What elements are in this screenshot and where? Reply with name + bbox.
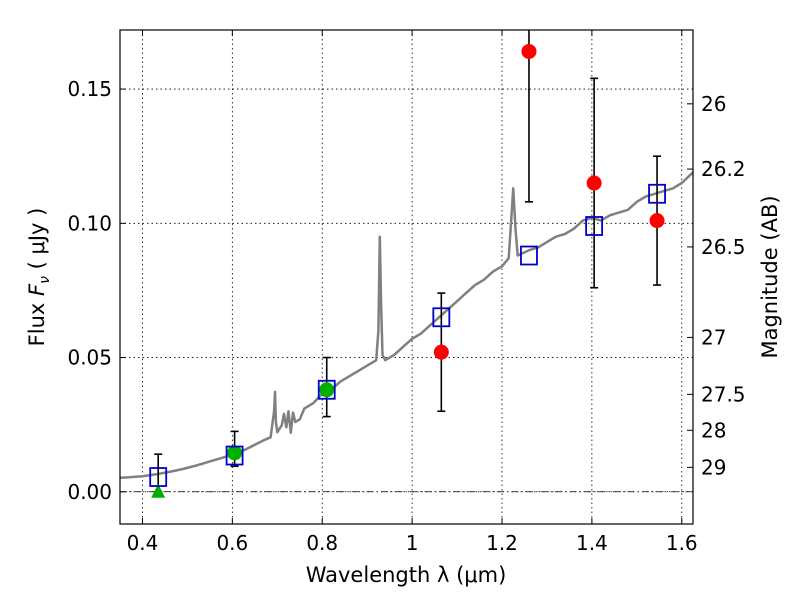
- blue-model-square: [520, 245, 538, 266]
- blue-model-square: [225, 445, 244, 466]
- x-tick-label: 1.2: [486, 531, 518, 555]
- y2-tick-label: 29: [701, 455, 726, 479]
- model-spectrum-line: [119, 171, 694, 480]
- x-tick-label: 0.8: [306, 531, 338, 555]
- blue-model-square: [149, 467, 168, 487]
- plot-frame: [119, 29, 694, 525]
- green-upper-limit-marker: [151, 483, 166, 498]
- marker-layer: [149, 43, 666, 498]
- x-tick-label: 0.4: [127, 531, 159, 555]
- x-tick-label: 1: [406, 531, 419, 555]
- y2-tick-label: 27: [701, 325, 726, 349]
- y-tick-label: 0.00: [67, 480, 112, 504]
- y-tick-label: 0.10: [67, 211, 112, 235]
- blue-model-square: [585, 216, 604, 236]
- y2-tick-label: 26.5: [701, 235, 746, 259]
- y2-tick-label: 28: [701, 418, 726, 442]
- red-data-point: [433, 344, 449, 360]
- plot-background: [120, 30, 693, 524]
- blue-model-square: [317, 379, 336, 400]
- x-tick-label: 1.4: [576, 531, 608, 555]
- x-axis-title: Wavelength λ (μm): [306, 563, 507, 587]
- blue-model-square: [432, 307, 451, 328]
- red-data-point: [649, 213, 665, 229]
- green-data-point: [319, 382, 335, 398]
- blue-model-square: [648, 183, 666, 204]
- red-data-point: [586, 175, 602, 191]
- grid: [120, 30, 693, 524]
- x-tick-label: 0.6: [216, 531, 248, 555]
- y2-tick-label: 27.5: [701, 382, 746, 406]
- y-axis-title: Flux Fν ( μJy ): [25, 208, 53, 347]
- y2-axis-title: Magnitude (AB): [758, 195, 782, 358]
- red-data-point: [521, 43, 537, 59]
- y2-tick-label: 26: [701, 92, 726, 116]
- y2-tick-label: 26.2: [701, 157, 746, 181]
- ticks-layer: 0.4 0.6 0.8 1 1.2 1.4 1.6 0.00 0.05 0.10 0.15 26 26.…: [67, 30, 746, 555]
- spectrum-layer: [119, 171, 694, 480]
- y-tick-label: 0.05: [67, 346, 112, 370]
- y-tick-label: 0.15: [67, 77, 112, 101]
- green-data-point: [227, 445, 243, 461]
- x-tick-label: 1.6: [666, 531, 698, 555]
